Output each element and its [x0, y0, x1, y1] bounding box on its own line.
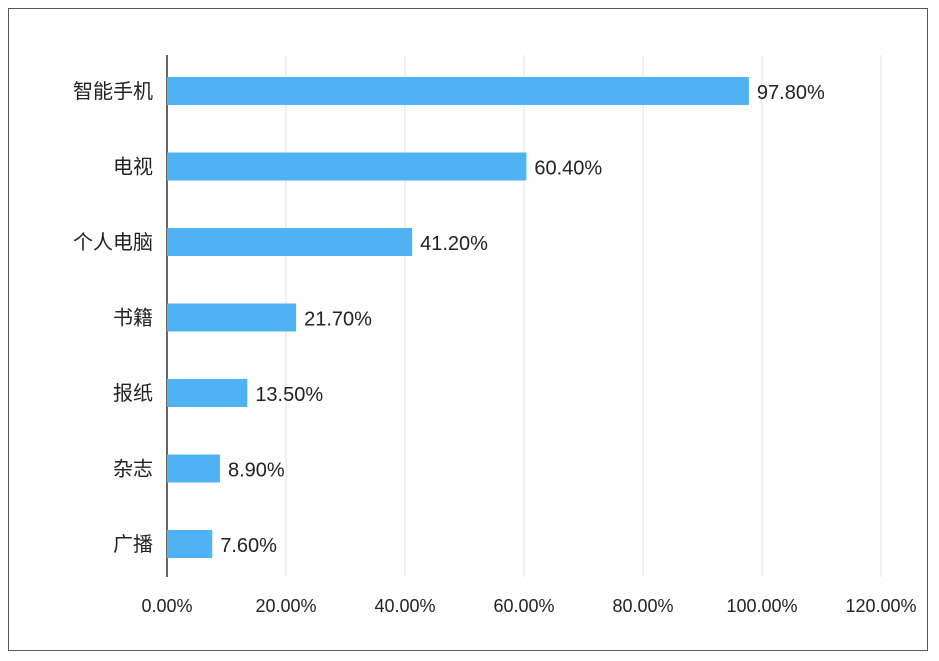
category-label: 杂志 [113, 457, 153, 481]
value-label: 21.70% [304, 309, 372, 331]
bar-0 [167, 77, 749, 105]
bar-1 [167, 152, 527, 181]
category-label: 书籍 [113, 306, 153, 330]
x-tick-label: 0.00% [141, 596, 192, 616]
category-label: 广播 [113, 532, 153, 556]
value-label: 97.80% [757, 82, 825, 104]
bar-4 [167, 379, 248, 407]
value-label: 13.50% [255, 384, 323, 406]
category-label: 个人电脑 [73, 230, 153, 254]
category-label: 电视 [113, 155, 153, 179]
category-label: 报纸 [113, 381, 153, 405]
x-tick-label: 120.00% [845, 596, 916, 616]
bar-2 [167, 228, 413, 256]
chart-frame [8, 8, 928, 651]
category-label: 智能手机 [73, 79, 153, 103]
x-tick-label: 40.00% [374, 596, 435, 616]
x-tick-label: 100.00% [726, 596, 797, 616]
bar-5 [167, 454, 220, 483]
x-tick-label: 80.00% [612, 596, 673, 616]
x-tick-label: 60.00% [493, 596, 554, 616]
value-label: 60.40% [534, 158, 602, 180]
value-label: 7.60% [220, 535, 277, 557]
bar-3 [167, 303, 297, 332]
bar-6 [167, 530, 213, 558]
value-label: 8.90% [228, 460, 285, 482]
x-tick-label: 20.00% [255, 596, 316, 616]
value-label: 41.20% [420, 233, 488, 255]
